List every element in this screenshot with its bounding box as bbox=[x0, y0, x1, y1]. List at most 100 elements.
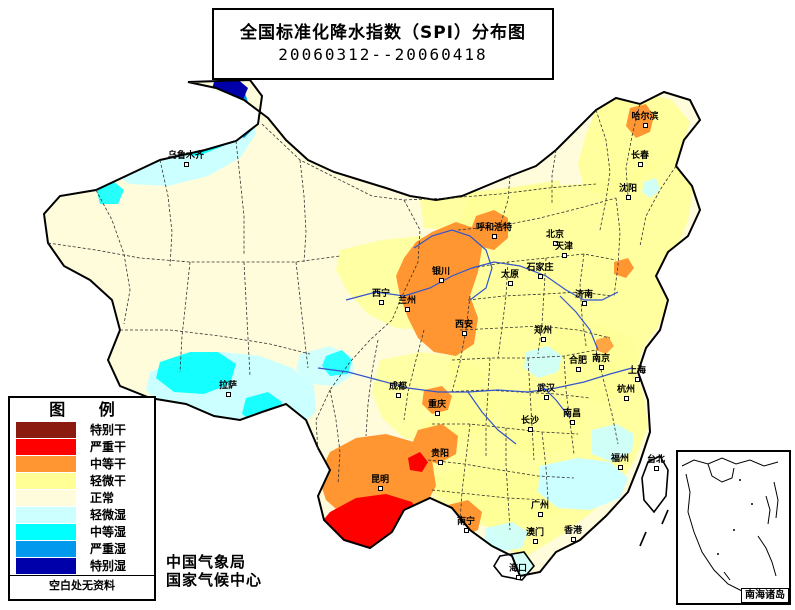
city-label: 哈尔滨 bbox=[627, 113, 663, 128]
city-marker-icon bbox=[377, 486, 383, 491]
city-marker-icon bbox=[461, 331, 467, 336]
legend-label: 特别干 bbox=[90, 422, 127, 437]
city-marker-icon bbox=[537, 512, 543, 517]
national-border bbox=[42, 78, 702, 578]
city-marker-icon bbox=[537, 274, 543, 279]
city-name: 福州 bbox=[610, 454, 629, 464]
city-label: 沈阳 bbox=[610, 185, 646, 200]
city-label: 贵阳 bbox=[422, 450, 458, 465]
south-sea-islands-inset: 南海诸岛 bbox=[676, 450, 791, 605]
city-label: 上海 bbox=[619, 367, 655, 382]
city-marker-icon bbox=[634, 377, 640, 382]
legend-row: 中等湿 bbox=[14, 523, 150, 540]
city-label: 广州 bbox=[522, 502, 558, 517]
city-marker-icon bbox=[438, 278, 444, 283]
city-marker-icon bbox=[378, 300, 384, 305]
city-name: 乌鲁木齐 bbox=[168, 151, 205, 161]
legend-row: 轻微湿 bbox=[14, 506, 150, 523]
city-name: 合肥 bbox=[568, 356, 587, 366]
city-name: 西宁 bbox=[371, 289, 390, 299]
map-title-box: 全国标准化降水指数（SPI）分布图 20060312--20060418 bbox=[212, 8, 554, 80]
legend-box: 图 例 特别干严重干中等干轻微干正常轻微湿 中等湿 严重湿特别湿 空白处无资料 bbox=[8, 396, 156, 601]
city-marker-icon bbox=[532, 539, 538, 544]
city-name: 郑州 bbox=[533, 326, 552, 336]
city-name: 沈阳 bbox=[618, 184, 637, 194]
legend-label: 轻微湿 bbox=[90, 507, 127, 522]
map-title: 全国标准化降水指数（SPI）分布图 bbox=[239, 23, 527, 43]
city-name: 银川 bbox=[431, 267, 450, 277]
legend-row: 特别干 bbox=[14, 421, 150, 438]
city-marker-icon bbox=[395, 393, 401, 398]
city-name: 天津 bbox=[554, 242, 573, 252]
city-name: 太原 bbox=[500, 270, 519, 280]
city-marker-icon bbox=[570, 537, 576, 542]
legend-label: 正常 bbox=[90, 490, 115, 505]
legend-label: 严重干 bbox=[90, 439, 127, 454]
city-marker-icon bbox=[569, 420, 575, 425]
city-marker-icon bbox=[225, 392, 231, 397]
credit-agency: 中国气象局 bbox=[166, 553, 247, 571]
legend-swatch bbox=[16, 506, 76, 523]
city-name: 澳门 bbox=[525, 528, 544, 538]
city-label: 南京 bbox=[583, 355, 619, 370]
city-marker-icon bbox=[183, 162, 189, 167]
province-borders bbox=[47, 103, 677, 531]
city-label: 南昌 bbox=[554, 410, 590, 425]
city-name: 拉萨 bbox=[218, 381, 237, 391]
city-name: 石家庄 bbox=[526, 263, 554, 273]
city-marker-icon bbox=[491, 234, 497, 239]
city-label: 银川 bbox=[423, 268, 459, 283]
legend-label: 特别湿 bbox=[90, 558, 127, 573]
city-name: 上海 bbox=[627, 366, 646, 376]
city-name: 南宁 bbox=[456, 517, 475, 527]
credits: 中国气象局 国家气候中心 bbox=[166, 553, 262, 589]
city-marker-icon bbox=[527, 427, 533, 432]
city-name: 呼和浩特 bbox=[476, 223, 513, 233]
city-label: 澳门 bbox=[517, 529, 553, 544]
city-marker-icon bbox=[552, 241, 558, 246]
legend-title: 图 例 bbox=[49, 400, 129, 419]
legend-label: 中等干 bbox=[90, 456, 127, 471]
city-name: 长沙 bbox=[520, 416, 539, 426]
legend-label: 轻微干 bbox=[90, 473, 127, 488]
island-outlines bbox=[493, 454, 669, 581]
city-name: 贵阳 bbox=[430, 449, 449, 459]
city-marker-icon bbox=[507, 281, 513, 286]
city-label: 天津 bbox=[546, 243, 582, 258]
city-name: 兰州 bbox=[397, 296, 416, 306]
city-marker-icon bbox=[515, 575, 521, 580]
city-name: 昆明 bbox=[370, 475, 389, 485]
city-marker-icon bbox=[404, 307, 410, 312]
city-label: 长沙 bbox=[512, 417, 548, 432]
city-label: 台北 bbox=[638, 456, 674, 471]
city-label: 福州 bbox=[602, 455, 638, 470]
legend-items: 特别干严重干中等干轻微干正常轻微湿 中等湿 严重湿特别湿 bbox=[10, 421, 154, 574]
legend-swatch bbox=[16, 489, 76, 506]
city-name: 香港 bbox=[563, 526, 582, 536]
city-label: 北京 bbox=[537, 231, 573, 246]
legend-row: 严重湿 bbox=[14, 540, 150, 557]
legend-note: 空白处无资料 bbox=[10, 575, 154, 593]
city-name: 成都 bbox=[388, 382, 407, 392]
city-label: 乌鲁木齐 bbox=[168, 152, 204, 167]
city-name: 哈尔滨 bbox=[631, 112, 659, 122]
legend-swatch bbox=[16, 472, 76, 489]
city-marker-icon bbox=[581, 301, 587, 306]
city-label: 成都 bbox=[380, 383, 416, 398]
city-label: 南宁 bbox=[448, 518, 484, 533]
legend-row: 特别湿 bbox=[14, 557, 150, 574]
city-name: 长春 bbox=[630, 151, 649, 161]
city-marker-icon bbox=[540, 337, 546, 342]
city-label: 太原 bbox=[492, 271, 528, 286]
legend-row: 轻微干 bbox=[14, 472, 150, 489]
legend-swatch bbox=[16, 421, 76, 438]
city-name: 重庆 bbox=[427, 400, 446, 410]
city-name: 武汉 bbox=[536, 384, 555, 394]
city-label: 杭州 bbox=[608, 386, 644, 401]
city-name: 西安 bbox=[454, 320, 473, 330]
city-label: 石家庄 bbox=[522, 264, 558, 279]
legend-label: 严重湿 bbox=[90, 541, 127, 556]
city-label: 长春 bbox=[622, 152, 658, 167]
city-marker-icon bbox=[653, 466, 659, 471]
